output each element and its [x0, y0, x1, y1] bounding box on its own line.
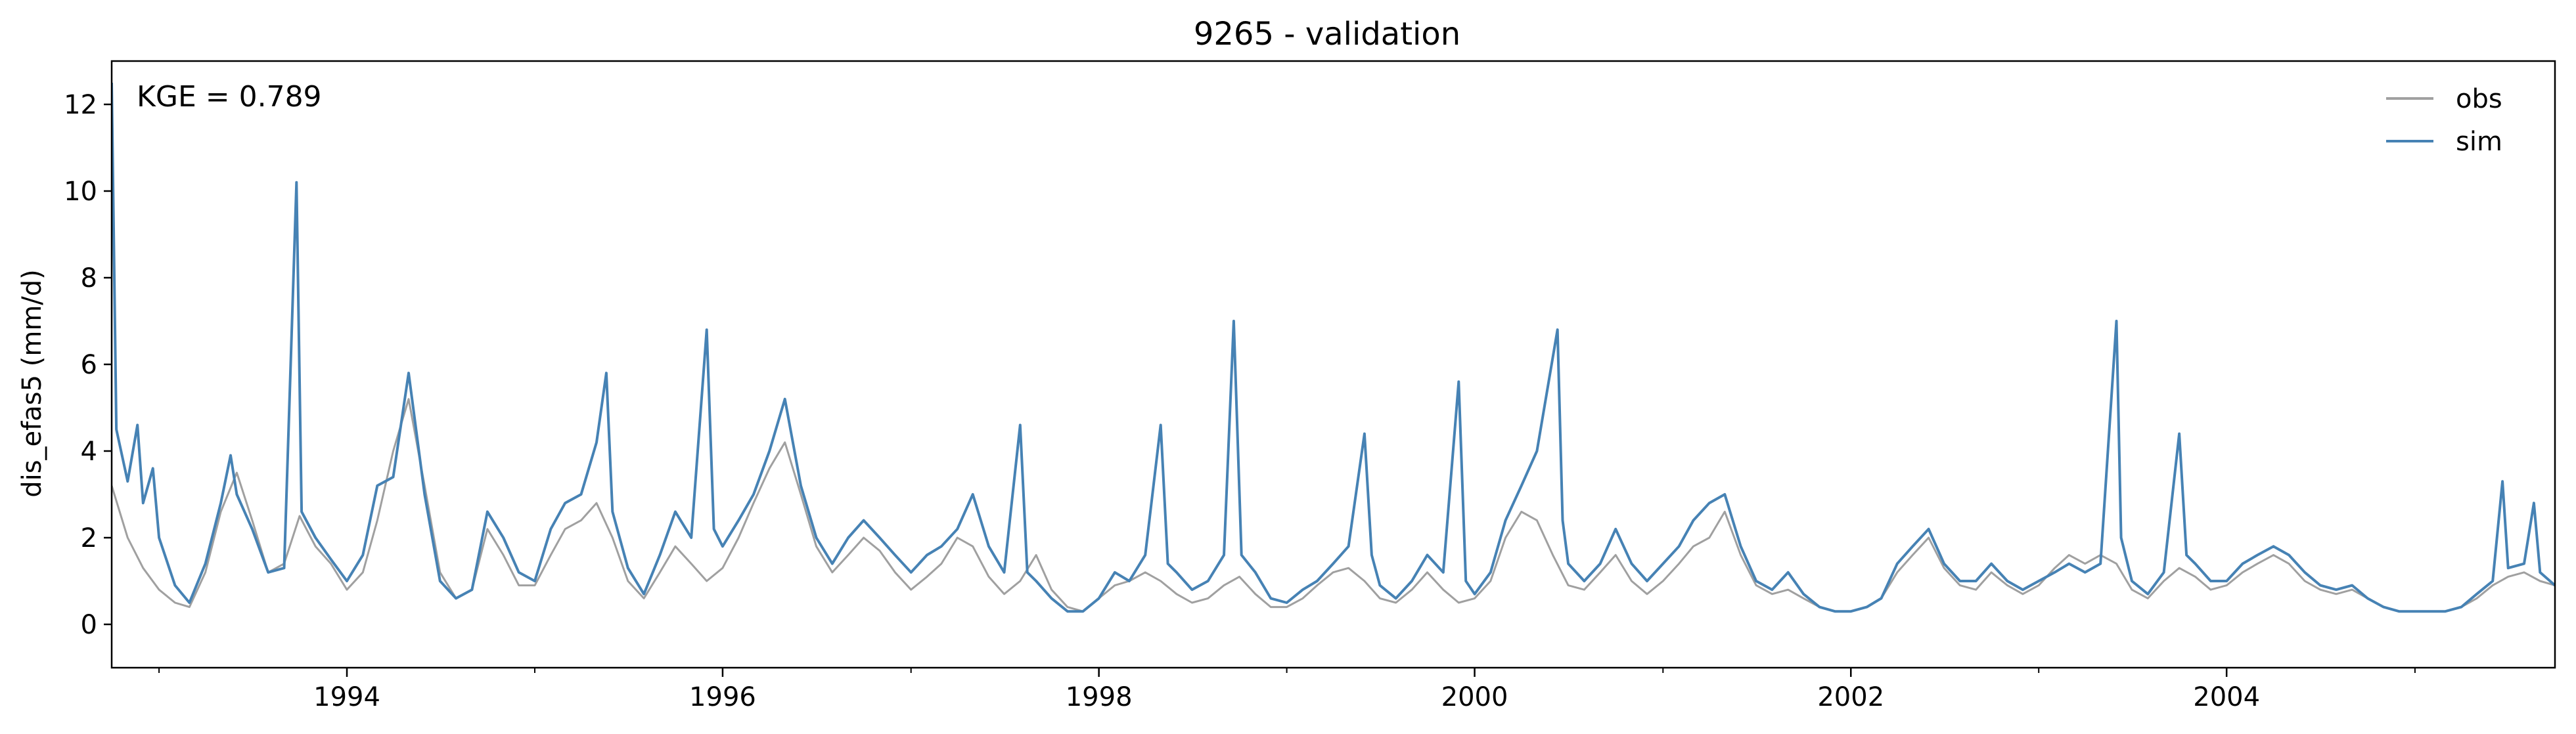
- x-axis-ticks: 1994 1996 1998 2000 2002 2004: [158, 668, 2416, 712]
- series-line-sim: [112, 82, 2555, 613]
- x-tick-label: 1996: [689, 682, 756, 712]
- y-axis-ticks: 0 2 4 6 8 10 12: [64, 90, 112, 640]
- plot-area: 0 2 4 6 8 10 12 1994 1996 1998 2000 2002 2004: [64, 60, 2556, 712]
- x-tick-label: 2002: [1817, 682, 1884, 712]
- y-tick-label: 0: [81, 610, 97, 640]
- kge-annotation: KGE = 0.789: [137, 80, 322, 114]
- y-tick-label: 12: [64, 90, 97, 120]
- x-tick-label: 2000: [1441, 682, 1508, 712]
- y-tick-label: 10: [64, 177, 97, 207]
- y-tick-label: 8: [81, 263, 97, 293]
- chart-title: 9265 - validation: [1194, 16, 1460, 53]
- y-tick-label: 2: [81, 523, 97, 553]
- x-tick-label: 2004: [2193, 682, 2260, 712]
- y-tick-label: 4: [81, 437, 97, 467]
- legend-label-obs: obs: [2456, 84, 2502, 114]
- legend: obs sim: [2386, 84, 2502, 157]
- legend-label-sim: sim: [2456, 127, 2502, 157]
- series-line-obs: [112, 398, 2555, 613]
- x-tick-label: 1998: [1066, 682, 1133, 712]
- x-tick-label: 1994: [313, 682, 380, 712]
- series-layer: [112, 82, 2555, 613]
- y-axis-label: dis_efas5 (mm/d): [17, 269, 47, 498]
- y-tick-label: 6: [81, 350, 97, 380]
